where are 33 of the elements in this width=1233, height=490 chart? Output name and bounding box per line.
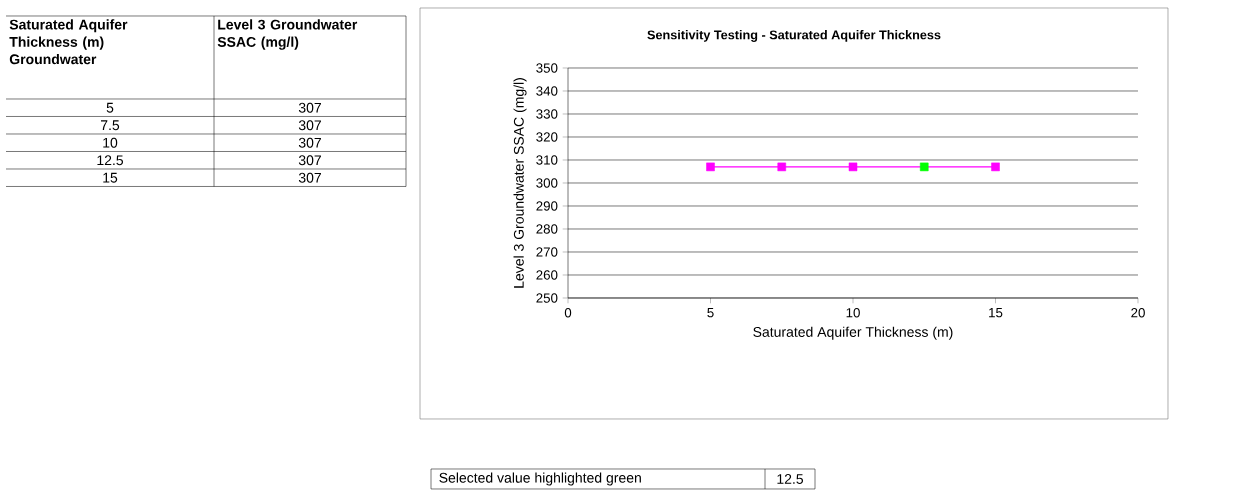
y-tick-label: 350 [536,63,558,73]
text: 12.5 [97,155,124,166]
text: 307 [298,120,321,131]
x-axis-title: Saturated Aquifer Thickness (m) [753,326,953,340]
text: 307 [298,172,321,183]
text: 12.5 [777,474,804,484]
text: Saturated Aquifer Thickness (m) Groundwater [9,19,128,65]
text: Level 3 Groundwater SSAC (mg/l) [217,19,358,50]
text: 307 [298,137,321,148]
y-tick-label: 330 [536,109,558,119]
text: Selected value highlighted green [439,472,641,486]
y-tick-label: 260 [536,270,558,280]
y-tick-label: 270 [536,247,558,257]
text: 7.5 [100,120,120,131]
y-tick-label: 300 [536,178,558,188]
x-tick-label: 20 [1131,308,1145,318]
y-tick-label: 320 [536,132,558,142]
y-tick-label: 340 [536,86,558,96]
text: 307 [298,155,321,166]
y-tick-label: 250 [536,293,558,303]
x-tick-label: 15 [989,308,1003,318]
y-tick-label: 290 [536,201,558,211]
text: 5 [106,102,114,113]
x-tick-label: 10 [846,308,860,318]
text: 15 [103,172,118,183]
chart-title: Sensitivity Testing - Saturated Aquifer Thickness [647,30,941,42]
text: 307 [298,102,321,113]
y-tick-label: 310 [536,155,558,165]
text: 10 [103,137,118,148]
y-axis-title: Level 3 Groundwater SSAC (mg/l) [513,78,527,288]
x-tick-label: 0 [564,308,572,318]
x-tick-label: 5 [707,308,714,318]
y-tick-label: 280 [536,224,558,234]
